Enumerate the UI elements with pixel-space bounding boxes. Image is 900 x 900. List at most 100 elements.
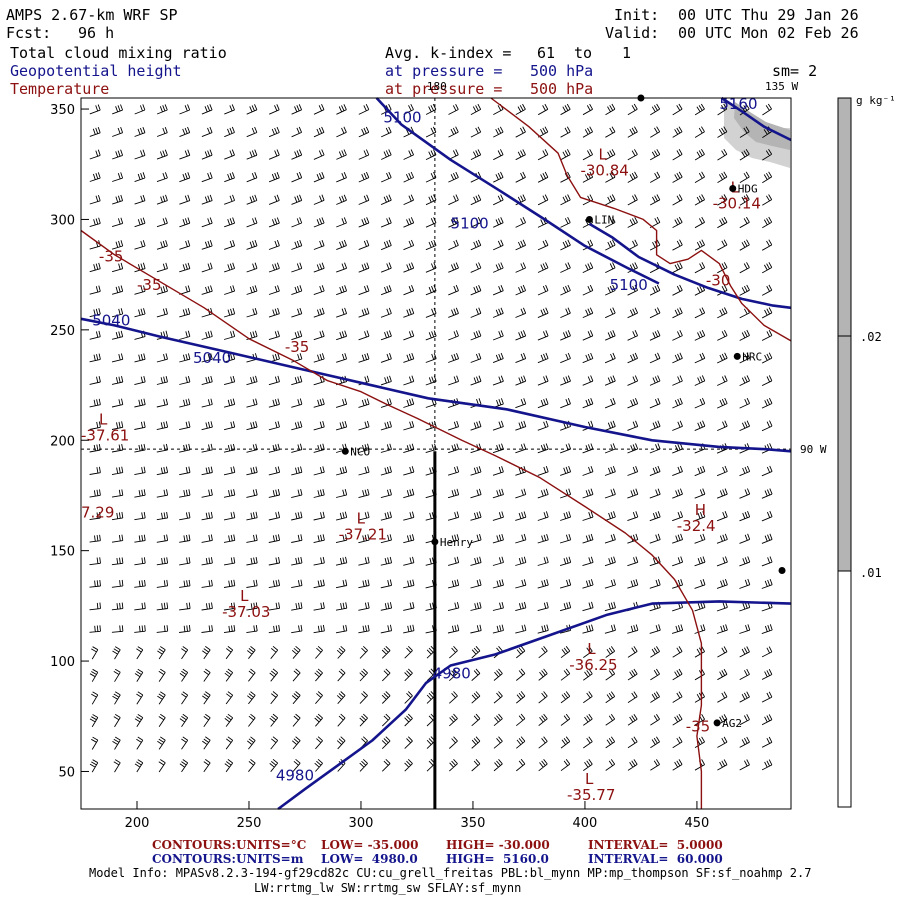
y-tick-label-350: 350 bbox=[50, 103, 75, 118]
extremum-value-7: -32.4 bbox=[677, 517, 716, 535]
temp-low: LOW= -35.000 bbox=[321, 838, 419, 852]
y-tick-label-250: 250 bbox=[50, 324, 75, 339]
temperature-label-4: -30 bbox=[706, 272, 731, 290]
k-index-from: 61 bbox=[537, 44, 556, 62]
smoothing-label: sm= 2 bbox=[772, 62, 818, 80]
temp-pressure-label: at pressure = bbox=[385, 80, 503, 98]
x-tick-label-400: 400 bbox=[573, 816, 598, 831]
height-label-4: 5040 bbox=[92, 311, 130, 329]
temperature-label-2: -35 bbox=[285, 338, 310, 356]
station-marker-4 bbox=[431, 538, 439, 546]
extremum-value-5: -30.84 bbox=[580, 161, 628, 179]
meridian-label-180: 180 bbox=[427, 80, 447, 93]
height-high: HIGH= 5160.0 bbox=[446, 852, 549, 866]
colorbar-shaded-segment bbox=[838, 98, 851, 571]
extremum-value-3: -36.25 bbox=[569, 656, 617, 674]
station-label-ag2: AG2 bbox=[722, 717, 742, 730]
y-tick-label-300: 300 bbox=[50, 213, 75, 228]
height-label-3: 5160 bbox=[719, 95, 757, 113]
station-label-henry: Henry bbox=[440, 536, 473, 549]
height-contours bbox=[80, 96, 792, 811]
temp-contours-label: CONTOURS: bbox=[152, 838, 236, 852]
y-tick-label-50: 50 bbox=[58, 765, 75, 780]
colorbar bbox=[837, 97, 852, 808]
extremum-H-marker-7: H bbox=[695, 501, 706, 519]
colorbar-units: g kg⁻¹ bbox=[856, 94, 896, 107]
station-marker-3 bbox=[341, 447, 349, 455]
station-label-hrc: HRC bbox=[742, 350, 762, 363]
field-cloud-label: Total cloud mixing ratio bbox=[10, 44, 227, 62]
height-contour-5100-0 bbox=[375, 97, 660, 285]
field-height-label: Geopotential height bbox=[10, 62, 182, 80]
partial-extremum-label: 7.29 bbox=[81, 504, 114, 522]
y-tick-label-200: 200 bbox=[50, 434, 75, 449]
valid-label: Valid: bbox=[605, 24, 660, 42]
temperature-contour-0 bbox=[80, 229, 703, 809]
k-index-label: Avg. k-index = bbox=[385, 44, 512, 62]
height-units: UNITS=m bbox=[236, 852, 304, 866]
colorbar-frame bbox=[837, 97, 852, 808]
extremum-value-6: -30.14 bbox=[713, 194, 761, 212]
k-index-to: 1 bbox=[622, 44, 632, 62]
meridian-label-135w: 135 W bbox=[765, 80, 798, 93]
extremum-L-marker-4: L bbox=[585, 770, 594, 788]
station-marker-0 bbox=[729, 185, 737, 193]
model-info-line-1: Model Info: MPASv8.2.3-194-gf29cd82c CU:… bbox=[89, 866, 812, 880]
height-label-6: 4980 bbox=[433, 665, 471, 683]
temp-units: UNITS=°C bbox=[236, 838, 307, 852]
station-label-hdg: HDG bbox=[738, 183, 758, 196]
x-tick-label-450: 450 bbox=[685, 816, 710, 831]
height-contours-label: CONTOURS: bbox=[152, 852, 236, 866]
x-tick-label-250: 250 bbox=[237, 816, 262, 831]
height-pressure-value: 500 hPa bbox=[530, 62, 594, 80]
forecast-value: 96 h bbox=[78, 24, 115, 42]
temperature-label-0: -35 bbox=[99, 247, 124, 265]
temperature-contours bbox=[80, 97, 792, 809]
height-contour-5040-3 bbox=[80, 317, 792, 453]
extremum-value-4: -35.77 bbox=[567, 786, 615, 804]
station-label-nco: NCO bbox=[350, 445, 370, 458]
height-label-1: 5100 bbox=[451, 214, 489, 232]
valid-value: 00 UTC Mon 02 Feb 26 bbox=[678, 24, 859, 42]
y-tick-label-150: 150 bbox=[50, 545, 75, 560]
height-interval: INTERVAL= 60.000 bbox=[588, 852, 723, 866]
wind-barbs bbox=[89, 103, 773, 773]
extremum-L-marker-0: L bbox=[99, 410, 108, 428]
extremum-L-marker-1: L bbox=[357, 510, 366, 528]
axis-ticks: 200 250 300 350 400 450 50 100 150 200 250 300 350 bbox=[50, 103, 709, 831]
colorbar-label-01: .01 bbox=[860, 566, 882, 580]
extremum-L-marker-2: L bbox=[240, 587, 249, 605]
meridian-label-90w: 90 W bbox=[800, 443, 827, 456]
station-marker-2 bbox=[733, 352, 741, 360]
field-temperature-label: Temperature bbox=[10, 80, 110, 98]
height-label-0: 5100 bbox=[383, 108, 421, 126]
k-index-to-word: to bbox=[574, 44, 593, 62]
temperature-label-1: -35 bbox=[137, 276, 162, 294]
height-contour-5100-2 bbox=[720, 96, 792, 142]
init-label: Init: bbox=[614, 6, 660, 24]
wind-barb-field bbox=[89, 103, 773, 773]
x-tick-label-350: 350 bbox=[461, 816, 486, 831]
height-label-5: 5040 bbox=[193, 349, 231, 367]
station-label-lin: LIN bbox=[594, 213, 614, 226]
height-contour-5100-1 bbox=[588, 222, 792, 310]
temp-high: HIGH= -30.000 bbox=[446, 838, 550, 852]
plot-frame bbox=[80, 97, 792, 810]
station-marker-1 bbox=[585, 215, 593, 223]
height-label-2: 5100 bbox=[610, 276, 648, 294]
extremum-value-0: -37.61 bbox=[81, 426, 129, 444]
extremum-value-1: -37.21 bbox=[339, 526, 387, 544]
x-tick-label-200: 200 bbox=[125, 816, 150, 831]
model-info-line-2: LW:rrtmg_lw SW:rrtmg_sw SFLAY:sf_mynn bbox=[254, 881, 522, 895]
height-contour-4980-4 bbox=[277, 600, 792, 811]
height-low: LOW= 4980.0 bbox=[321, 852, 418, 866]
y-tick-label-100: 100 bbox=[50, 655, 75, 670]
temperature-contour-1 bbox=[490, 97, 792, 342]
init-value: 00 UTC Thu 29 Jan 26 bbox=[678, 6, 859, 24]
extremum-L-marker-3: L bbox=[587, 640, 596, 658]
colorbar-label-02: .02 bbox=[860, 330, 882, 344]
x-tick-label-300: 300 bbox=[349, 816, 374, 831]
station-marker-5 bbox=[713, 719, 721, 727]
station-marker-6 bbox=[778, 567, 786, 575]
temp-interval: INTERVAL= 5.0000 bbox=[588, 838, 723, 852]
